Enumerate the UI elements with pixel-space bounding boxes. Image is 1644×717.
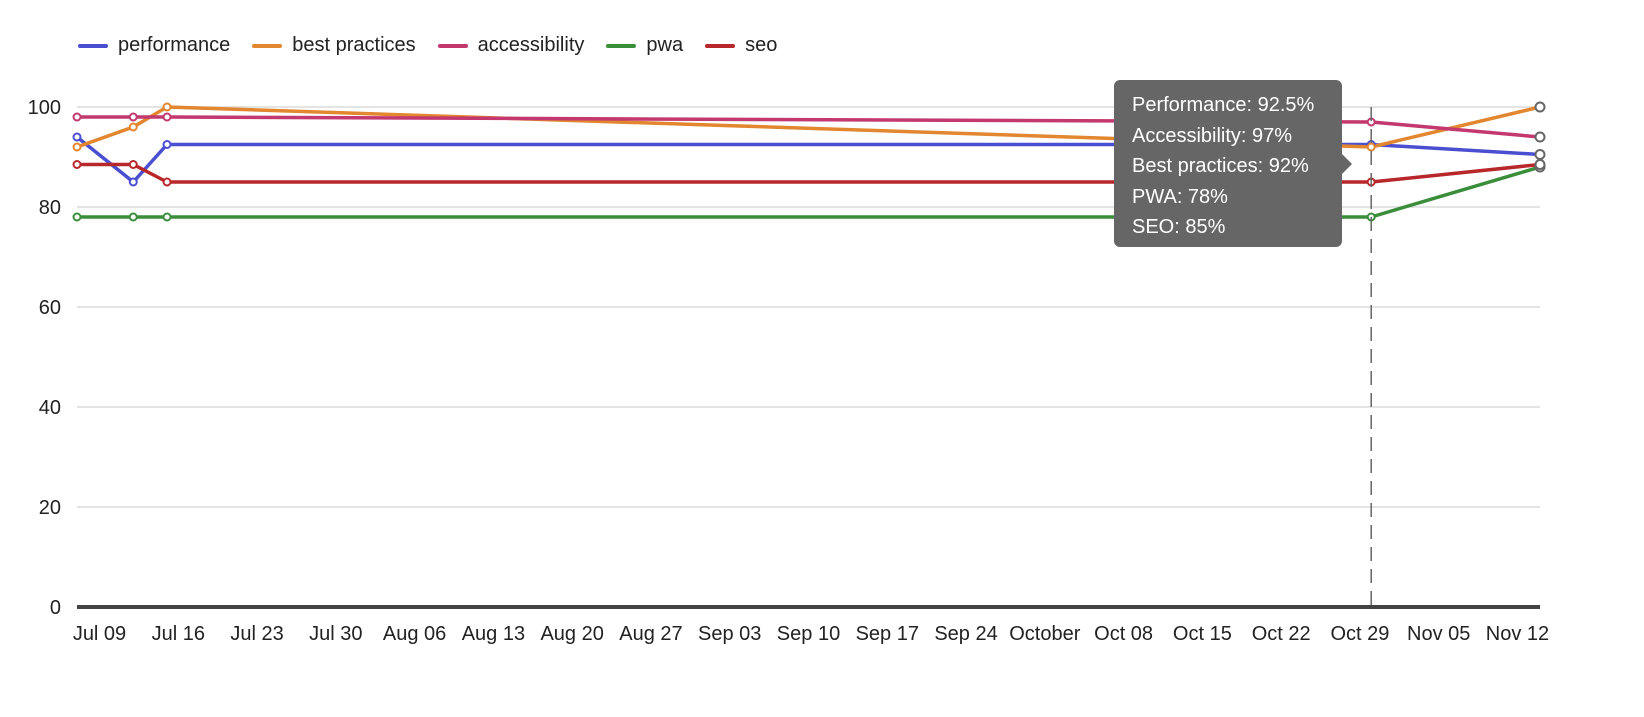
- x-tick-label-9: Sep 10: [777, 623, 840, 645]
- point-seo-1: [128, 160, 138, 169]
- x-tick-label-16: Oct 29: [1330, 623, 1389, 645]
- legend-swatch: [78, 43, 108, 48]
- point-accessibility-0: [72, 112, 82, 122]
- x-tick-label-12: October: [1009, 623, 1080, 645]
- x-tick-label-14: Oct 15: [1173, 623, 1232, 645]
- legend-label: accessibility: [477, 34, 585, 56]
- legend-swatch: [705, 43, 736, 48]
- x-tick-label-5: Aug 13: [462, 623, 525, 645]
- y-tick-label-80: 80: [39, 197, 61, 219]
- y-tick-label-40: 40: [39, 397, 61, 419]
- point-best-practices-1: [128, 122, 138, 132]
- tooltip-performance: Performance: 92.5%: [1132, 94, 1315, 116]
- point-best-practices-4: [1534, 101, 1546, 113]
- point-pwa-2: [162, 212, 172, 222]
- x-tick-label-3: Jul 30: [309, 623, 362, 645]
- point-seo-2: [162, 177, 172, 187]
- x-tick-label-1: Jul 16: [152, 623, 205, 645]
- tooltip-best-practices: Best practices: 92%: [1132, 155, 1309, 177]
- legend-item-pwa[interactable]: pwa: [606, 34, 683, 57]
- x-tick-label-8: Sep 03: [698, 623, 761, 645]
- x-tick-label-6: Aug 20: [540, 623, 603, 645]
- legend-swatch: [606, 43, 637, 48]
- point-best-practices-3: [1366, 142, 1376, 152]
- legend-swatch: [252, 43, 283, 48]
- tooltip-seo: SEO: 85%: [1132, 216, 1226, 238]
- point-performance-1: [128, 177, 138, 187]
- legend-swatch: [437, 43, 468, 48]
- legend-label: performance: [118, 34, 231, 56]
- chart-legend: performance best practices accessibility pw…: [78, 34, 777, 57]
- x-tick-label-7: Aug 27: [619, 623, 682, 645]
- legend-label: seo: [745, 34, 778, 56]
- point-performance-0: [72, 132, 82, 142]
- x-tick-label-17: Nov 05: [1407, 623, 1470, 645]
- y-tick-label-20: 20: [39, 497, 61, 519]
- x-tick-label-2: Jul 23: [230, 623, 283, 645]
- x-tick-label-0: Jul 09: [73, 623, 126, 645]
- point-pwa-0: [72, 212, 82, 222]
- x-tick-label-13: Oct 08: [1094, 623, 1153, 645]
- y-tick-label-100: 100: [28, 97, 61, 119]
- point-performance-4: [1534, 149, 1546, 160]
- y-tick-label-0: 0: [50, 597, 61, 619]
- legend-item-best-practices[interactable]: best practices: [252, 34, 416, 57]
- tooltip-accessibility: Accessibility: 97%: [1132, 124, 1293, 147]
- point-pwa-1: [128, 212, 138, 222]
- x-tick-label-10: Sep 17: [856, 623, 919, 645]
- point-seo-0: [72, 160, 82, 169]
- legend-item-seo[interactable]: seo: [705, 34, 777, 57]
- point-best-practices-0: [72, 142, 82, 152]
- legend-label: best practices: [292, 34, 416, 56]
- x-tick-label-15: Oct 22: [1252, 623, 1311, 645]
- x-tick-label-11: Sep 24: [934, 623, 997, 645]
- axes: 0 20 40 60 80 100 Jul 09 Jul 16 Jul 23 Jul 30 Aug …: [28, 97, 1550, 645]
- x-tick-label-4: Aug 06: [383, 623, 446, 645]
- x-tick-label-18: Nov 12: [1486, 623, 1549, 645]
- point-best-practices-2: [162, 102, 172, 112]
- point-seo-4: [1534, 159, 1546, 170]
- hover-tooltip: Performance: 92.5% Accessibility: 97% Be…: [1114, 80, 1352, 247]
- legend-item-accessibility[interactable]: accessibility: [437, 34, 585, 57]
- y-tick-label-60: 60: [39, 297, 61, 319]
- tooltip-pwa: PWA: 78%: [1132, 185, 1228, 208]
- point-accessibility-2: [162, 112, 172, 122]
- point-performance-2: [162, 140, 172, 149]
- tooltip-arrow: [1342, 154, 1352, 174]
- legend-label: pwa: [646, 34, 684, 56]
- point-accessibility-4: [1534, 131, 1546, 143]
- legend-item-performance[interactable]: performance: [78, 34, 230, 57]
- point-accessibility-1: [128, 112, 138, 122]
